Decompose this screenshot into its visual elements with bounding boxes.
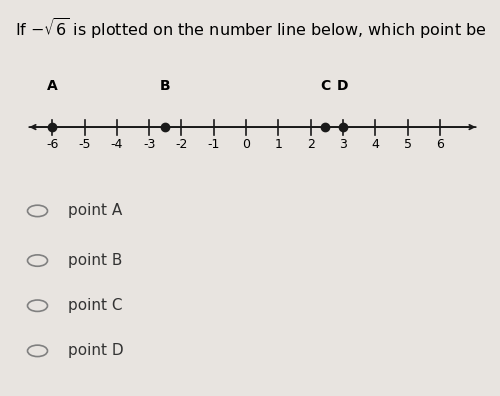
Text: 6: 6 (436, 138, 444, 151)
Text: 5: 5 (404, 138, 411, 151)
Text: A: A (47, 78, 58, 93)
Text: 4: 4 (372, 138, 379, 151)
Text: point D: point D (68, 343, 123, 358)
Text: 2: 2 (306, 138, 314, 151)
Text: -3: -3 (143, 138, 156, 151)
Text: point B: point B (68, 253, 122, 268)
Text: 3: 3 (339, 138, 347, 151)
Text: -4: -4 (110, 138, 123, 151)
Text: point A: point A (68, 204, 122, 219)
Text: -1: -1 (208, 138, 220, 151)
Text: D: D (337, 78, 348, 93)
Text: If $-\sqrt{6}$ is plotted on the number line below, which point be: If $-\sqrt{6}$ is plotted on the number … (15, 16, 486, 41)
Text: 1: 1 (274, 138, 282, 151)
Text: -5: -5 (78, 138, 91, 151)
Text: C: C (320, 78, 330, 93)
Text: B: B (160, 78, 170, 93)
Text: point C: point C (68, 298, 122, 313)
Text: -2: -2 (176, 138, 188, 151)
Text: -6: -6 (46, 138, 58, 151)
Text: 0: 0 (242, 138, 250, 151)
